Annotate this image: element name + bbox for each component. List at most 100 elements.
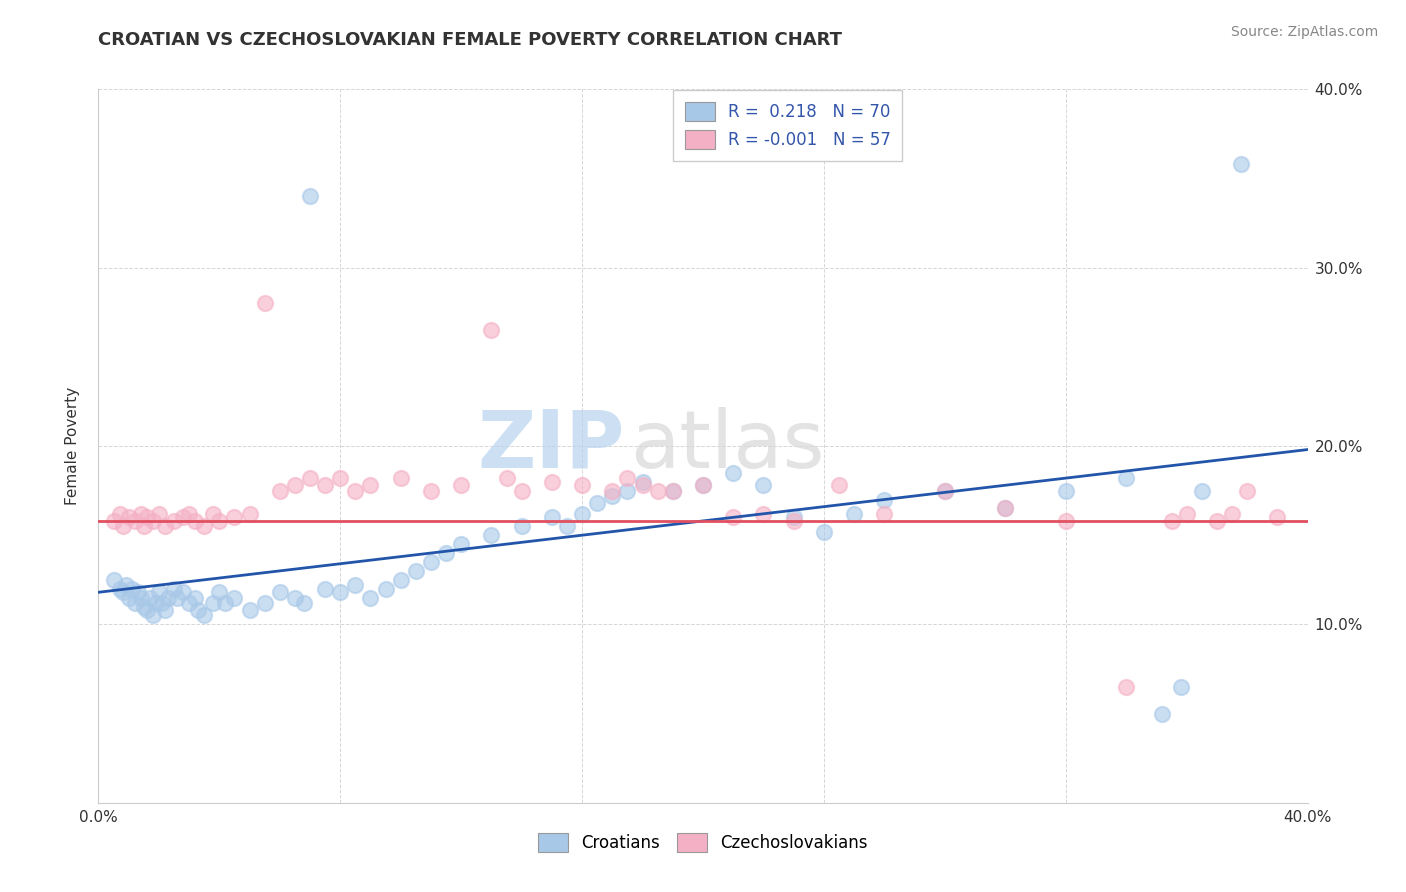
Point — [1175, 507, 1198, 521]
Point — [108, 507, 131, 521]
Point — [360, 478, 382, 492]
Point — [994, 501, 1017, 516]
Point — [631, 478, 654, 492]
Point — [163, 582, 186, 596]
Point — [139, 591, 162, 605]
Text: Source: ZipAtlas.com: Source: ZipAtlas.com — [1230, 25, 1378, 39]
Point — [934, 483, 956, 498]
Point — [118, 591, 141, 605]
Point — [208, 585, 231, 599]
Point — [224, 510, 246, 524]
Point — [150, 596, 173, 610]
Point — [1220, 507, 1243, 521]
Point — [329, 585, 352, 599]
Point — [723, 510, 745, 524]
Point — [193, 608, 215, 623]
Point — [299, 471, 322, 485]
Point — [202, 596, 225, 610]
Point — [420, 555, 443, 569]
Point — [389, 573, 412, 587]
Point — [1160, 514, 1182, 528]
Point — [873, 492, 896, 507]
Point — [314, 582, 336, 596]
Point — [510, 519, 533, 533]
Point — [142, 514, 165, 528]
Point — [571, 478, 593, 492]
Point — [163, 514, 186, 528]
Point — [253, 296, 276, 310]
Point — [616, 483, 638, 498]
Point — [153, 603, 176, 617]
Point — [555, 519, 578, 533]
Point — [214, 596, 236, 610]
Point — [647, 483, 669, 498]
Point — [132, 599, 155, 614]
Point — [481, 323, 503, 337]
Point — [602, 489, 624, 503]
Point — [1054, 483, 1077, 498]
Point — [450, 478, 472, 492]
Point — [571, 507, 593, 521]
Point — [1206, 514, 1229, 528]
Point — [692, 478, 714, 492]
Text: atlas: atlas — [630, 407, 825, 485]
Point — [631, 475, 654, 489]
Point — [723, 466, 745, 480]
Point — [239, 603, 262, 617]
Legend: Croatians, Czechoslovakians: Croatians, Czechoslovakians — [531, 826, 875, 859]
Point — [540, 510, 562, 524]
Point — [540, 475, 562, 489]
Point — [344, 483, 367, 498]
Point — [752, 507, 775, 521]
Point — [284, 591, 307, 605]
Point — [292, 596, 315, 610]
Point — [1115, 471, 1137, 485]
Text: CROATIAN VS CZECHOSLOVAKIAN FEMALE POVERTY CORRELATION CHART: CROATIAN VS CZECHOSLOVAKIAN FEMALE POVER… — [98, 31, 842, 49]
Point — [344, 578, 367, 592]
Point — [103, 514, 125, 528]
Point — [389, 471, 412, 485]
Point — [269, 483, 291, 498]
Point — [602, 483, 624, 498]
Point — [132, 519, 155, 533]
Point — [111, 585, 134, 599]
Point — [114, 578, 136, 592]
Point — [813, 524, 835, 539]
Point — [124, 514, 146, 528]
Point — [828, 478, 851, 492]
Point — [148, 507, 170, 521]
Point — [661, 483, 683, 498]
Point — [661, 483, 683, 498]
Point — [103, 573, 125, 587]
Point — [1191, 483, 1213, 498]
Point — [156, 591, 179, 605]
Point — [1267, 510, 1289, 524]
Point — [752, 478, 775, 492]
Point — [148, 585, 170, 599]
Point — [121, 582, 143, 596]
Point — [329, 471, 352, 485]
Point — [873, 507, 896, 521]
Point — [783, 510, 806, 524]
Point — [129, 591, 152, 605]
Point — [994, 501, 1017, 516]
Point — [586, 496, 609, 510]
Point — [360, 591, 382, 605]
Point — [269, 585, 291, 599]
Point — [179, 596, 201, 610]
Point — [374, 582, 396, 596]
Point — [135, 510, 157, 524]
Point — [135, 603, 157, 617]
Point — [145, 596, 167, 610]
Point — [1152, 706, 1174, 721]
Point — [450, 537, 472, 551]
Point — [481, 528, 503, 542]
Point — [224, 591, 246, 605]
Point — [934, 483, 956, 498]
Point — [299, 189, 322, 203]
Point — [193, 519, 215, 533]
Point — [1115, 680, 1137, 694]
Point — [253, 596, 276, 610]
Point — [118, 510, 141, 524]
Point — [405, 564, 427, 578]
